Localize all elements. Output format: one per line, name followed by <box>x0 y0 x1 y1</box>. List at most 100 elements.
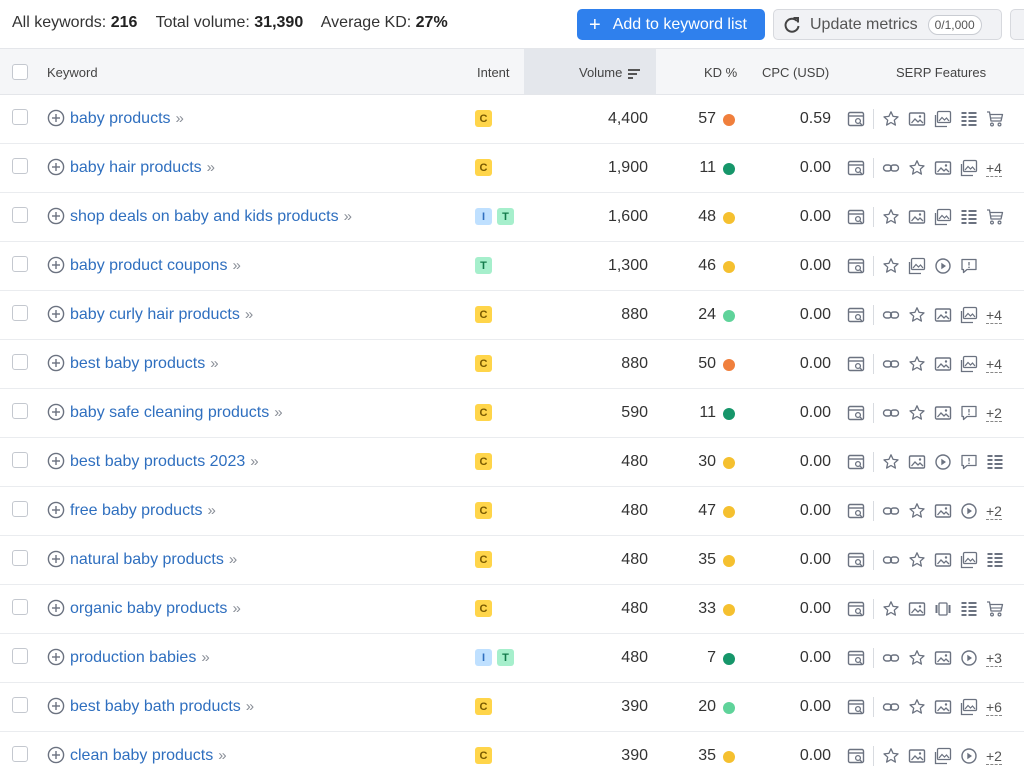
link-icon[interactable] <box>882 306 900 324</box>
star-icon[interactable] <box>908 404 926 422</box>
more-serp-features-link[interactable]: +4 <box>986 355 1002 373</box>
image-icon[interactable] <box>908 208 926 226</box>
add-keyword-icon[interactable] <box>47 599 65 617</box>
row-checkbox[interactable] <box>12 207 28 223</box>
list-icon[interactable] <box>960 208 978 226</box>
sitelinks-serp-icon[interactable] <box>847 110 865 128</box>
link-icon[interactable] <box>882 502 900 520</box>
list-icon[interactable] <box>986 453 1004 471</box>
image-icon[interactable] <box>934 649 952 667</box>
star-icon[interactable] <box>908 698 926 716</box>
row-checkbox[interactable] <box>12 550 28 566</box>
image-pack-icon[interactable] <box>934 747 952 765</box>
star-icon[interactable] <box>908 551 926 569</box>
update-metrics-button[interactable]: Update metrics 0/1,000 <box>773 9 1002 40</box>
star-icon[interactable] <box>908 355 926 373</box>
select-all-checkbox[interactable] <box>12 64 28 80</box>
video-icon[interactable] <box>960 502 978 520</box>
column-keyword[interactable]: Keyword <box>47 65 98 80</box>
keyword-link[interactable]: baby curly hair products» <box>70 306 253 324</box>
keyword-details-chevron-icon[interactable]: » <box>201 649 210 666</box>
column-intent[interactable]: Intent <box>477 65 510 80</box>
add-to-keyword-list-button[interactable]: + Add to keyword list <box>577 9 765 40</box>
more-serp-features-link[interactable]: +4 <box>986 159 1002 177</box>
cart-icon[interactable] <box>986 208 1004 226</box>
row-checkbox[interactable] <box>12 158 28 174</box>
list-icon[interactable] <box>960 110 978 128</box>
image-icon[interactable] <box>934 159 952 177</box>
keyword-details-chevron-icon[interactable]: » <box>250 453 259 470</box>
video-icon[interactable] <box>934 453 952 471</box>
sitelinks-serp-icon[interactable] <box>847 600 865 618</box>
add-keyword-icon[interactable] <box>47 648 65 666</box>
row-checkbox[interactable] <box>12 648 28 664</box>
sitelinks-serp-icon[interactable] <box>847 404 865 422</box>
image-icon[interactable] <box>934 404 952 422</box>
image-pack-icon[interactable] <box>960 698 978 716</box>
sitelinks-serp-icon[interactable] <box>847 306 865 324</box>
image-icon[interactable] <box>934 502 952 520</box>
keyword-details-chevron-icon[interactable]: » <box>206 159 215 176</box>
add-keyword-icon[interactable] <box>47 452 65 470</box>
sitelinks-serp-icon[interactable] <box>847 159 865 177</box>
link-icon[interactable] <box>882 698 900 716</box>
more-serp-features-link[interactable]: +2 <box>986 747 1002 765</box>
row-checkbox[interactable] <box>12 501 28 517</box>
image-pack-icon[interactable] <box>934 110 952 128</box>
keyword-details-chevron-icon[interactable]: » <box>343 208 352 225</box>
video-icon[interactable] <box>960 649 978 667</box>
cart-icon[interactable] <box>986 110 1004 128</box>
add-keyword-icon[interactable] <box>47 109 65 127</box>
more-serp-features-link[interactable]: +4 <box>986 306 1002 324</box>
keyword-link[interactable]: baby product coupons» <box>70 257 241 275</box>
sitelinks-serp-icon[interactable] <box>847 208 865 226</box>
row-checkbox[interactable] <box>12 256 28 272</box>
keyword-details-chevron-icon[interactable]: » <box>245 698 255 715</box>
keyword-details-chevron-icon[interactable]: » <box>232 257 241 274</box>
star-icon[interactable] <box>882 747 900 765</box>
sitelinks-serp-icon[interactable] <box>847 649 865 667</box>
keyword-link[interactable]: shop deals on baby and kids products» <box>70 208 352 226</box>
image-icon[interactable] <box>934 355 952 373</box>
sitelinks-serp-icon[interactable] <box>847 551 865 569</box>
star-icon[interactable] <box>908 649 926 667</box>
keyword-details-chevron-icon[interactable]: » <box>210 355 219 372</box>
list-icon[interactable] <box>960 600 978 618</box>
add-keyword-icon[interactable] <box>47 403 65 421</box>
cart-icon[interactable] <box>986 600 1004 618</box>
column-kd[interactable]: KD % <box>704 65 738 80</box>
star-icon[interactable] <box>882 257 900 275</box>
add-keyword-icon[interactable] <box>47 256 65 274</box>
sitelinks-serp-icon[interactable] <box>847 502 865 520</box>
image-icon[interactable] <box>908 747 926 765</box>
more-serp-features-link[interactable]: +3 <box>986 649 1002 667</box>
link-icon[interactable] <box>882 649 900 667</box>
keyword-link[interactable]: best baby bath products» <box>70 698 254 716</box>
faq-icon[interactable] <box>960 453 978 471</box>
row-checkbox[interactable] <box>12 452 28 468</box>
keyword-link[interactable]: best baby products 2023» <box>70 453 259 471</box>
star-icon[interactable] <box>882 453 900 471</box>
row-checkbox[interactable] <box>12 109 28 125</box>
link-icon[interactable] <box>882 159 900 177</box>
image-icon[interactable] <box>908 600 926 618</box>
sitelinks-serp-icon[interactable] <box>847 257 865 275</box>
keyword-link[interactable]: free baby products» <box>70 502 216 520</box>
row-checkbox[interactable] <box>12 697 28 713</box>
link-icon[interactable] <box>882 551 900 569</box>
more-actions-button[interactable] <box>1010 9 1024 40</box>
keyword-link[interactable]: baby products» <box>70 110 184 128</box>
row-checkbox[interactable] <box>12 354 28 370</box>
faq-icon[interactable] <box>960 257 978 275</box>
keyword-details-chevron-icon[interactable]: » <box>244 306 254 323</box>
image-pack-icon[interactable] <box>908 257 926 275</box>
image-icon[interactable] <box>934 698 952 716</box>
row-checkbox[interactable] <box>12 599 28 615</box>
add-keyword-icon[interactable] <box>47 746 65 764</box>
list-icon[interactable] <box>986 551 1004 569</box>
star-icon[interactable] <box>908 502 926 520</box>
more-serp-features-link[interactable]: +2 <box>986 502 1002 520</box>
video-icon[interactable] <box>934 257 952 275</box>
keyword-link[interactable]: best baby products» <box>70 355 219 373</box>
keyword-details-chevron-icon[interactable]: » <box>274 404 283 421</box>
